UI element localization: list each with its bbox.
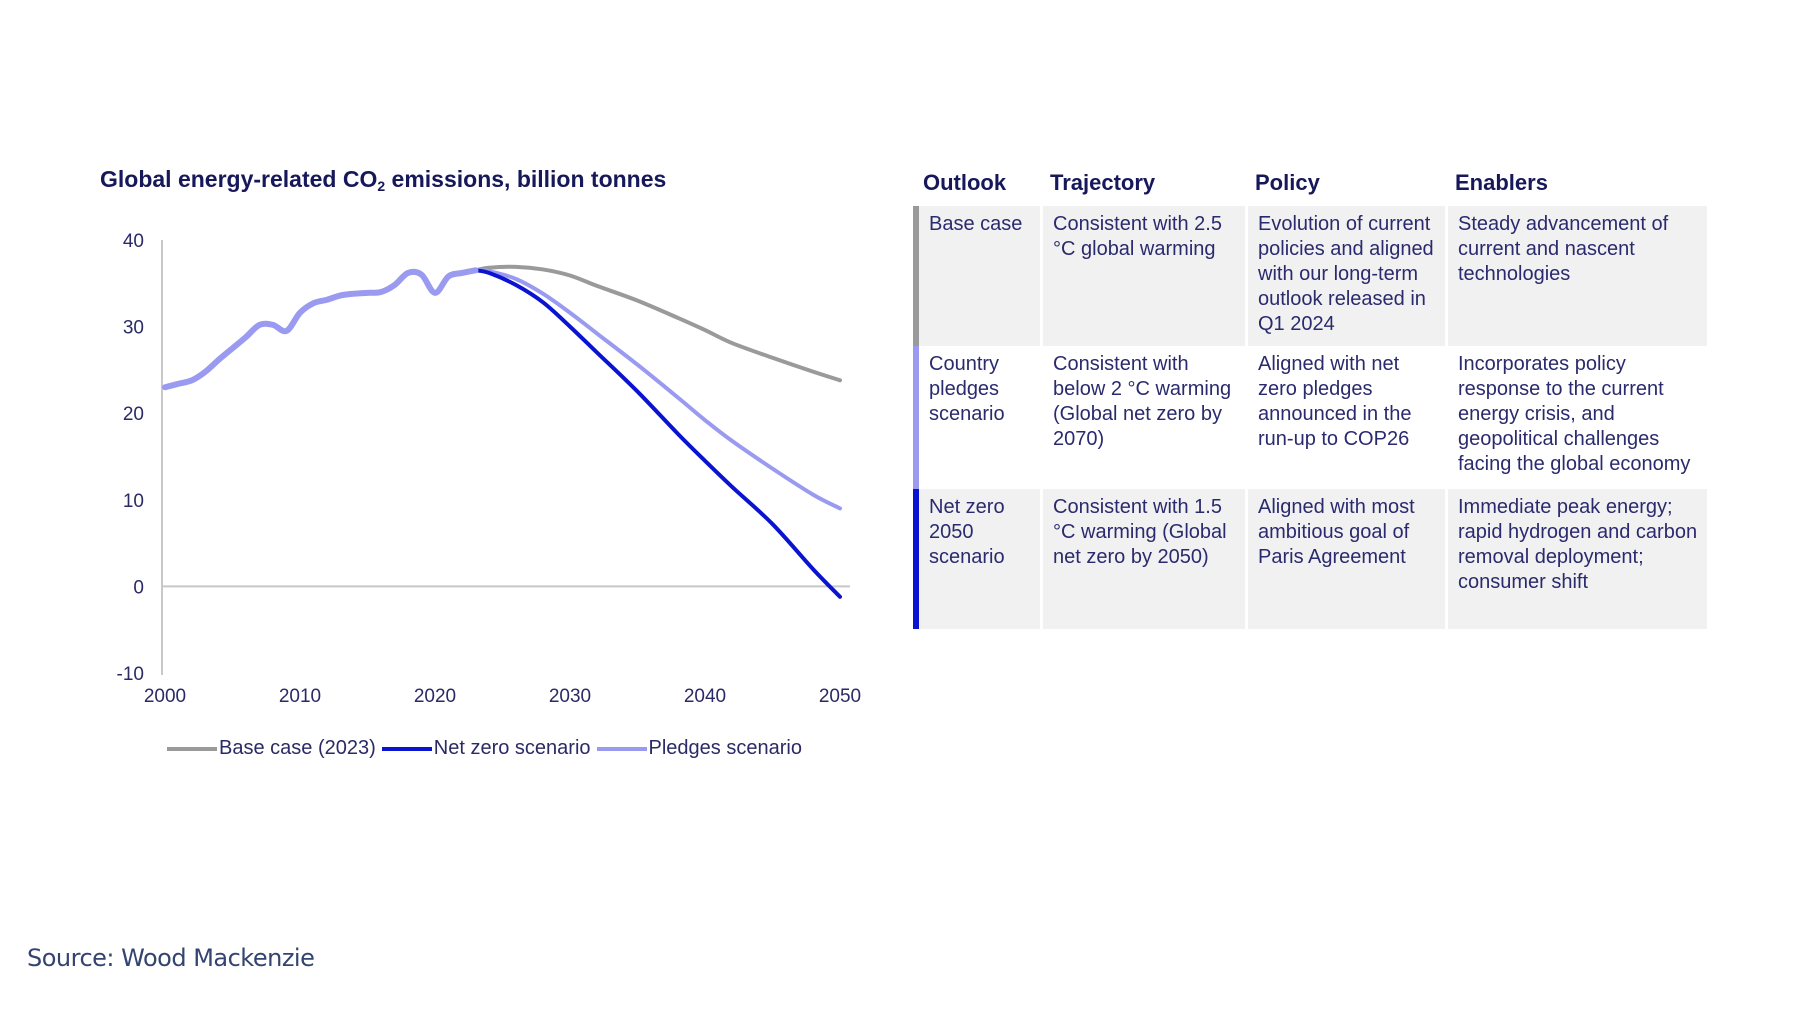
- header-trajectory: Trajectory: [1050, 170, 1156, 195]
- series-line-pledges-scenario: [473, 268, 842, 511]
- table-row-base-case: Base case Consistent with 2.5 °C global …: [913, 206, 1707, 346]
- legend-swatch-net-zero: [381, 746, 432, 751]
- chart-title-rest: emissions, billion tonnes: [385, 166, 667, 192]
- legend-swatch-base-case: [167, 746, 217, 751]
- legend-item-pledges: Pledges scenario: [596, 737, 802, 760]
- cell-enablers: Incorporates policy response to the curr…: [1445, 346, 1707, 489]
- chart-title-subscript: 2: [377, 178, 386, 194]
- table-row-pledges: Country pledges scenario Consistent with…: [913, 346, 1707, 489]
- x-tick-label: 2000: [144, 686, 186, 707]
- legend-item-base-case: Base case (2023): [167, 737, 376, 760]
- legend-swatch-pledges: [596, 746, 647, 751]
- source-note: Source: Wood Mackenzie: [27, 944, 315, 972]
- cell-outlook: Base case: [913, 206, 1040, 346]
- chart-legend: Base case (2023) Net zero scenario Pledg…: [167, 737, 808, 760]
- cell-policy: Aligned with most ambitious goal of Pari…: [1245, 489, 1445, 629]
- y-tick-label: -10: [117, 664, 144, 685]
- x-tick-label: 2010: [279, 686, 321, 707]
- historical-emissions-line: [162, 267, 479, 391]
- legend-item-net-zero: Net zero scenario: [381, 737, 591, 760]
- scenario-table: Outlook Trajectory Policy Enablers Base …: [913, 170, 1707, 629]
- chart-title-main: Global energy-related CO: [100, 166, 378, 192]
- x-tick-label: 2050: [819, 686, 861, 707]
- header-outlook: Outlook: [923, 170, 1007, 195]
- cell-policy: Aligned with net zero pledges announced …: [1245, 346, 1445, 489]
- chart-title: Global energy-related CO2 emissions, bil…: [100, 166, 666, 194]
- legend-label-net-zero: Net zero scenario: [433, 737, 591, 759]
- x-tick-label: 2030: [549, 686, 591, 707]
- header-policy: Policy: [1255, 170, 1320, 195]
- table-header-row: Outlook Trajectory Policy Enablers: [913, 170, 1707, 206]
- legend-label-pledges: Pledges scenario: [648, 737, 802, 759]
- cell-enablers: Steady advancement of current and nascen…: [1445, 206, 1707, 346]
- x-tick-label: 2040: [684, 686, 726, 707]
- y-tick-label: 30: [123, 318, 144, 339]
- y-tick-label: 0: [133, 577, 144, 598]
- cell-trajectory: Consistent with 1.5 °C warming (Global n…: [1040, 489, 1245, 629]
- y-tick-label: 10: [123, 491, 144, 512]
- cell-trajectory: Consistent with 2.5 °C global warming: [1040, 206, 1245, 346]
- header-enablers: Enablers: [1455, 170, 1548, 195]
- x-tick-label: 2020: [414, 686, 456, 707]
- legend-label-base-case: Base case (2023): [219, 737, 376, 759]
- cell-enablers: Immediate peak energy; rapid hydrogen an…: [1445, 489, 1707, 629]
- chart-lines: [162, 264, 842, 599]
- cell-policy: Evolution of current policies and aligne…: [1245, 206, 1445, 346]
- cell-trajectory: Consistent with below 2 °C warming (Glob…: [1040, 346, 1245, 489]
- cell-outlook: Country pledges scenario: [913, 346, 1040, 489]
- y-tick-label: 20: [123, 404, 144, 425]
- table-row-net-zero: Net zero 2050 scenario Consistent with 1…: [913, 489, 1707, 629]
- series-line-base-case-2023: [473, 264, 842, 383]
- y-tick-label: 40: [123, 231, 144, 252]
- series-line-net-zero-scenario: [473, 268, 842, 599]
- cell-outlook: Net zero 2050 scenario: [913, 489, 1040, 629]
